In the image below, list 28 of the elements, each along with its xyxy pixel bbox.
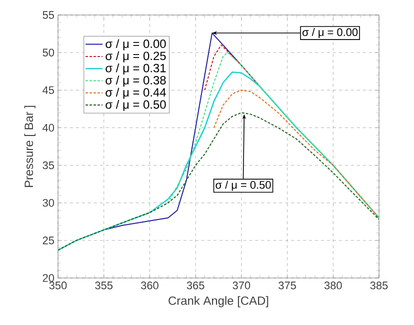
legend-label: σ / μ = 0.38 (106, 76, 166, 87)
y-tick-label: 20 (42, 274, 54, 282)
y-tick-label: 55 (42, 11, 54, 19)
x-tick-label: 350 (49, 282, 67, 290)
y-tick-label: 35 (42, 161, 54, 170)
annotation: σ / μ = 0.50 (216, 180, 271, 191)
y-tick-label: 25 (42, 236, 54, 244)
legend-label: σ / μ = 0.50 (106, 100, 166, 111)
x-tick-label: 375 (278, 282, 296, 290)
legend-label: σ / μ = 0.25 (106, 51, 166, 62)
y-axis-title: Pressure [ Bar ] (24, 106, 36, 188)
legend-label: σ / μ = 0.31 (106, 64, 166, 74)
x-tick-label: 380 (324, 282, 342, 290)
annotation: σ / μ = 0.00 (302, 28, 358, 38)
x-tick-label: 360 (140, 282, 158, 290)
y-tick-label: 40 (42, 124, 54, 132)
y-tick-label: 45 (42, 86, 54, 94)
legend-label: σ / μ = 0.44 (106, 88, 166, 99)
line-series (58, 112, 380, 251)
y-tick-label: 30 (42, 198, 54, 207)
legend-label: σ / μ = 0.00 (106, 39, 166, 50)
line-series (213, 90, 380, 218)
x-tick-label: 370 (232, 282, 250, 290)
x-axis-title: Crank Angle [CAD] (168, 296, 268, 308)
x-tick-label: 355 (95, 282, 113, 290)
y-tick-label: 50 (42, 48, 54, 56)
x-tick-label: 365 (186, 282, 204, 290)
x-tick-label: 385 (370, 282, 388, 290)
